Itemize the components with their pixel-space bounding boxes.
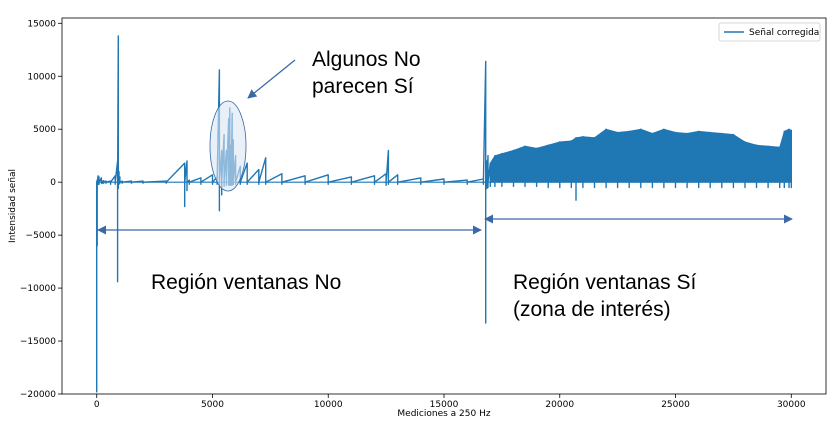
x-tick-label: 20000 <box>545 400 574 410</box>
x-tick-label: 25000 <box>661 400 690 410</box>
y-tick-label: −10000 <box>20 284 56 294</box>
highlight-ellipse <box>209 100 247 192</box>
legend: Señal corregida <box>718 22 821 42</box>
yes-region-label-line1: Región ventanas Sí <box>513 271 696 294</box>
y-tick-label: 10000 <box>27 72 56 82</box>
callout-arrow <box>247 59 296 99</box>
callout-text-line2: parecen Sí <box>312 75 414 98</box>
x-tick-label: 0 <box>94 400 100 410</box>
no-region-label: Región ventanas No <box>151 271 341 294</box>
legend-label: Señal corregida <box>749 28 819 38</box>
plot-area <box>61 17 827 395</box>
x-tick-label: 15000 <box>430 400 459 410</box>
legend-box <box>718 22 821 42</box>
y-tick-label: −15000 <box>20 337 56 347</box>
y-tick-label: −5000 <box>26 231 57 241</box>
y-tick-label: −20000 <box>20 390 56 400</box>
y-axis-label: Intensidad señal <box>8 169 18 243</box>
yes-region-label-line2: (zona de interés) <box>513 298 671 321</box>
y-tick-label: 0 <box>50 178 56 188</box>
callout-text-line1: Algunos No <box>312 48 421 71</box>
series-dense-band <box>489 128 792 183</box>
y-tick-label: 15000 <box>27 19 56 29</box>
series-layer <box>96 35 792 393</box>
x-tick-label: 30000 <box>777 400 806 410</box>
y-axis: −20000 −15000 −10000 −5000 0 5000 10000 15000 <box>20 19 62 400</box>
series-line <box>96 35 792 393</box>
x-tick-label: 10000 <box>314 400 343 410</box>
x-tick-label: 5000 <box>201 400 224 410</box>
x-axis: 0 5000 10000 15000 20000 25000 30000 <box>94 394 806 410</box>
y-tick-label: 5000 <box>33 125 56 135</box>
x-axis-label: Mediciones a 250 Hz <box>397 409 490 419</box>
